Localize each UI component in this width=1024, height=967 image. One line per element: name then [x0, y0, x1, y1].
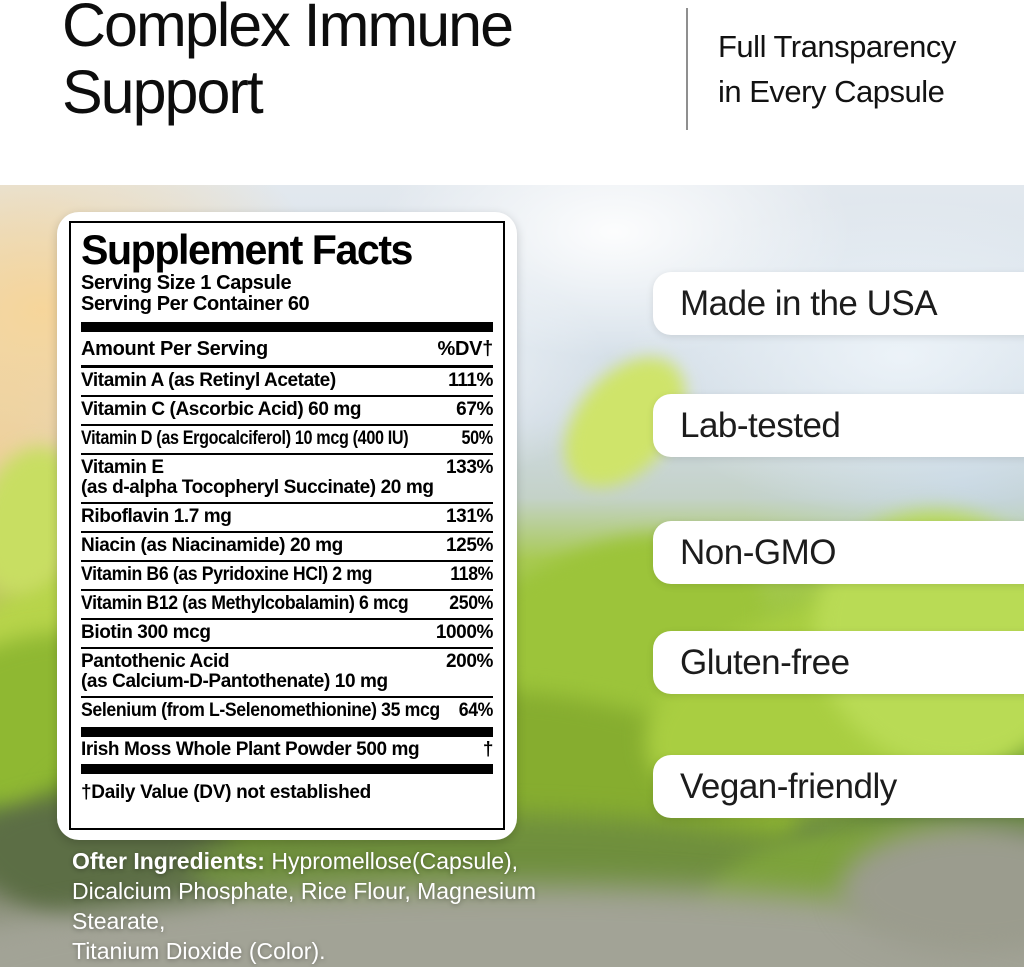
- nutrient-name: Pantothenic Acid (as Calcium-D-Pantothena…: [81, 651, 388, 692]
- header-divider: [686, 8, 688, 130]
- fact-row: Vitamin B12 (as Methylcobalamin) 6 mcg 25…: [81, 589, 493, 618]
- other-ingredients: Ofter Ingredients: Hypromellose(Capsule)…: [72, 846, 617, 966]
- tagline-line2: in Every Capsule: [718, 74, 945, 109]
- facts-rows: Vitamin A (as Retinyl Acetate) 111% Vitam…: [81, 368, 493, 725]
- divider-bar: [81, 764, 493, 774]
- nutrient-name: Biotin 300 mcg: [81, 622, 211, 643]
- fact-row: Niacin (as Niacinamide) 20 mg 125%: [81, 531, 493, 560]
- badge-lab-tested: Lab-tested: [653, 394, 1024, 457]
- page-title-line1: Complex Immune: [62, 0, 514, 59]
- nutrient-name: Irish Moss Whole Plant Powder 500 mg: [81, 739, 420, 760]
- serving-size: Serving Size 1 Capsule: [81, 272, 292, 294]
- fact-row: Selenium (from L-Selenomethionine) 35 mc…: [81, 696, 493, 725]
- supplement-facts-title: Supplement Facts: [81, 226, 413, 273]
- nutrient-dv: 111%: [448, 370, 493, 391]
- badge-label: Vegan-friendly: [680, 766, 897, 806]
- nutrient-name: Vitamin A (as Retinyl Acetate): [81, 370, 336, 391]
- nutrient-dv: †: [482, 739, 494, 760]
- nutrient-name: Riboflavin 1.7 mg: [81, 506, 232, 527]
- badge-label: Made in the USA: [680, 283, 938, 323]
- badge-made-in-usa: Made in the USA: [653, 272, 1024, 335]
- column-amount: Amount Per Serving: [81, 338, 268, 360]
- nutrient-dv: 250%: [449, 593, 494, 614]
- nutrient-dv: 50%: [461, 428, 494, 449]
- supplement-facts-box: Supplement Facts Serving Size 1 Capsule …: [69, 221, 505, 830]
- column-header-row: Amount Per Serving %DV†: [81, 336, 493, 362]
- fact-row: Vitamin C (Ascorbic Acid) 60 mg 67%: [81, 395, 493, 424]
- page-title-line2: Support: [62, 58, 264, 126]
- divider-bar: [81, 322, 493, 332]
- nutrient-dv: 1000%: [435, 622, 494, 643]
- nutrient-name: Vitamin B6 (as Pyridoxine HCl) 2 mg: [81, 564, 373, 585]
- nutrient-dv: 200%: [446, 651, 493, 672]
- nutrient-name: Vitamin E (as d-alpha Tocopheryl Succinat…: [81, 457, 434, 498]
- ingredients-line3: Titanium Dioxide (Color).: [72, 938, 326, 964]
- fact-row: Vitamin D (as Ergocalciferol) 10 mcg (40…: [81, 424, 493, 453]
- divider-bar: [81, 727, 493, 737]
- nutrient-dv: 67%: [456, 399, 493, 420]
- badge-label: Gluten-free: [680, 642, 850, 682]
- nutrient-name: Vitamin B12 (as Methylcobalamin) 6 mcg: [81, 593, 409, 614]
- divider-rule: [81, 365, 493, 368]
- nutrient-name: Niacin (as Niacinamide) 20 mg: [81, 535, 343, 556]
- servings-per-container: Serving Per Container 60: [81, 293, 310, 315]
- badge-label: Non-GMO: [680, 532, 836, 572]
- fact-row: Vitamin B6 (as Pyridoxine HCl) 2 mg 118%: [81, 560, 493, 589]
- fact-row: Biotin 300 mcg 1000%: [81, 618, 493, 647]
- fact-row-irish-moss: Irish Moss Whole Plant Powder 500 mg †: [81, 737, 493, 764]
- header: Complex Immune Support Full Transparency…: [0, 0, 1024, 185]
- column-dv: %DV†: [437, 338, 494, 360]
- tagline-line1: Full Transparency: [718, 29, 956, 64]
- nutrient-name: Vitamin C (Ascorbic Acid) 60 mg: [81, 399, 362, 420]
- fact-row: Vitamin A (as Retinyl Acetate) 111%: [81, 368, 493, 395]
- supplement-facts-card: Supplement Facts Serving Size 1 Capsule …: [57, 212, 517, 840]
- ingredients-line2: Dicalcium Phosphate, Rice Flour, Magnesi…: [72, 878, 537, 934]
- page-title: Complex Immune Support: [62, 0, 514, 126]
- badge-vegan-friendly: Vegan-friendly: [653, 755, 1024, 818]
- nutrient-name: Selenium (from L-Selenomethionine) 35 mc…: [81, 700, 440, 721]
- badge-label: Lab-tested: [680, 405, 841, 445]
- header-tagline: Full Transparency in Every Capsule: [718, 24, 956, 114]
- nutrient-dv: 131%: [446, 506, 493, 527]
- nutrient-dv: 125%: [446, 535, 493, 556]
- fact-row: Vitamin E (as d-alpha Tocopheryl Succinat…: [81, 453, 493, 502]
- nutrient-dv: 64%: [458, 700, 494, 721]
- dv-footnote: †Daily Value (DV) not established: [81, 782, 371, 803]
- fact-row: Riboflavin 1.7 mg 131%: [81, 502, 493, 531]
- nutrient-name: Vitamin D (as Ergocalciferol) 10 mcg (40…: [81, 428, 409, 449]
- nutrient-dv: 133%: [446, 457, 493, 478]
- badge-gluten-free: Gluten-free: [653, 631, 1024, 694]
- fact-row: Pantothenic Acid (as Calcium-D-Pantothena…: [81, 647, 493, 696]
- badge-non-gmo: Non-GMO: [653, 521, 1024, 584]
- ingredients-line1: Ofter Ingredients: Hypromellose(Capsule)…: [72, 848, 519, 874]
- nutrient-dv: 118%: [450, 564, 494, 585]
